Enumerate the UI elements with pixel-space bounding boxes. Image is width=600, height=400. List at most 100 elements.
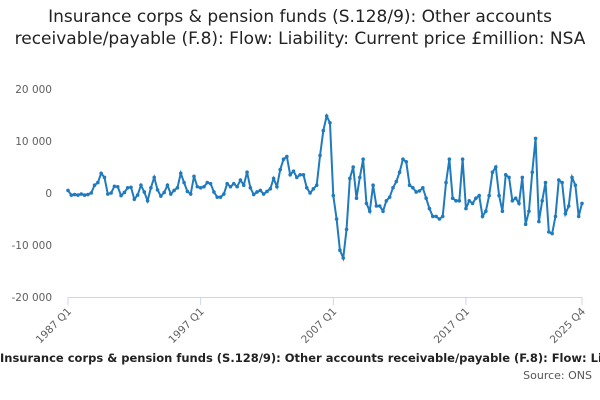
- data-point[interactable]: [371, 183, 375, 187]
- data-point[interactable]: [338, 248, 342, 252]
- data-point[interactable]: [550, 231, 554, 236]
- data-point[interactable]: [341, 256, 346, 260]
- data-point[interactable]: [500, 209, 505, 213]
- data-point[interactable]: [351, 165, 355, 169]
- data-point[interactable]: [169, 192, 173, 196]
- data-point[interactable]: [576, 214, 581, 219]
- data-point[interactable]: [460, 157, 465, 161]
- data-point[interactable]: [195, 184, 200, 189]
- data-point[interactable]: [205, 180, 210, 185]
- data-point[interactable]: [275, 184, 279, 189]
- data-point[interactable]: [480, 214, 485, 219]
- data-point[interactable]: [89, 191, 94, 195]
- data-point[interactable]: [119, 193, 123, 198]
- data-point[interactable]: [367, 209, 372, 213]
- data-point[interactable]: [364, 201, 369, 206]
- series-line[interactable]: [67, 113, 583, 262]
- data-point[interactable]: [241, 183, 246, 187]
- data-point[interactable]: [129, 185, 133, 190]
- data-point[interactable]: [96, 180, 100, 185]
- data-point[interactable]: [566, 204, 571, 208]
- data-point[interactable]: [321, 128, 326, 133]
- data-point[interactable]: [251, 192, 256, 197]
- data-point[interactable]: [484, 209, 488, 213]
- data-point[interactable]: [112, 184, 117, 189]
- data-point[interactable]: [69, 193, 74, 197]
- data-point[interactable]: [411, 186, 415, 190]
- data-point[interactable]: [553, 214, 558, 219]
- data-point[interactable]: [507, 175, 511, 180]
- data-point[interactable]: [374, 204, 379, 208]
- data-point[interactable]: [447, 157, 452, 161]
- data-point[interactable]: [490, 170, 495, 174]
- data-point[interactable]: [427, 206, 432, 211]
- data-point[interactable]: [304, 186, 309, 190]
- data-point[interactable]: [298, 173, 302, 177]
- data-point[interactable]: [198, 186, 203, 190]
- data-point[interactable]: [238, 178, 243, 182]
- data-point[interactable]: [547, 230, 551, 234]
- data-point[interactable]: [295, 175, 299, 180]
- data-point[interactable]: [440, 214, 445, 219]
- data-point[interactable]: [434, 214, 438, 219]
- data-point[interactable]: [212, 190, 216, 194]
- data-point[interactable]: [86, 192, 90, 197]
- data-point[interactable]: [102, 175, 107, 180]
- data-point[interactable]: [185, 189, 190, 194]
- data-point[interactable]: [414, 190, 418, 194]
- data-point[interactable]: [437, 217, 442, 221]
- data-point[interactable]: [467, 199, 472, 203]
- data-point[interactable]: [470, 201, 475, 206]
- data-point[interactable]: [381, 209, 385, 213]
- data-point[interactable]: [162, 190, 166, 195]
- data-point[interactable]: [421, 186, 425, 190]
- data-point[interactable]: [218, 195, 223, 199]
- data-point[interactable]: [182, 180, 186, 185]
- data-point[interactable]: [314, 183, 319, 187]
- data-point[interactable]: [255, 190, 259, 194]
- data-point[interactable]: [175, 186, 180, 190]
- data-point[interactable]: [401, 157, 405, 161]
- data-point[interactable]: [450, 196, 455, 200]
- data-point[interactable]: [407, 183, 412, 187]
- data-point[interactable]: [142, 190, 147, 194]
- data-point[interactable]: [454, 199, 458, 203]
- data-point[interactable]: [232, 181, 236, 186]
- data-point[interactable]: [397, 170, 402, 174]
- data-point[interactable]: [82, 193, 87, 197]
- data-point[interactable]: [92, 183, 97, 187]
- data-point[interactable]: [258, 188, 263, 193]
- data-point[interactable]: [493, 165, 498, 169]
- data-point[interactable]: [527, 209, 531, 213]
- data-point[interactable]: [188, 192, 193, 196]
- data-point[interactable]: [155, 188, 160, 192]
- data-point[interactable]: [477, 193, 482, 198]
- data-point[interactable]: [105, 192, 110, 196]
- data-point[interactable]: [261, 192, 266, 196]
- data-point[interactable]: [122, 190, 127, 195]
- data-point[interactable]: [152, 175, 157, 180]
- data-point[interactable]: [268, 187, 273, 191]
- data-point[interactable]: [149, 186, 153, 190]
- data-point[interactable]: [76, 193, 80, 197]
- data-point[interactable]: [404, 160, 409, 164]
- data-point[interactable]: [543, 180, 548, 185]
- data-point[interactable]: [464, 206, 468, 211]
- data-point[interactable]: [556, 178, 561, 182]
- data-point[interactable]: [265, 189, 269, 194]
- data-point[interactable]: [109, 191, 113, 195]
- data-point[interactable]: [503, 173, 508, 177]
- data-point[interactable]: [537, 219, 541, 224]
- data-point[interactable]: [66, 188, 70, 193]
- data-point[interactable]: [311, 187, 316, 191]
- data-point[interactable]: [391, 186, 395, 190]
- data-point[interactable]: [430, 214, 435, 219]
- data-point[interactable]: [225, 181, 229, 186]
- data-point[interactable]: [384, 199, 389, 203]
- data-point[interactable]: [192, 174, 196, 179]
- data-point[interactable]: [417, 189, 422, 193]
- data-point[interactable]: [580, 201, 584, 206]
- data-point[interactable]: [394, 179, 399, 184]
- data-point[interactable]: [361, 157, 365, 161]
- data-point[interactable]: [285, 154, 289, 159]
